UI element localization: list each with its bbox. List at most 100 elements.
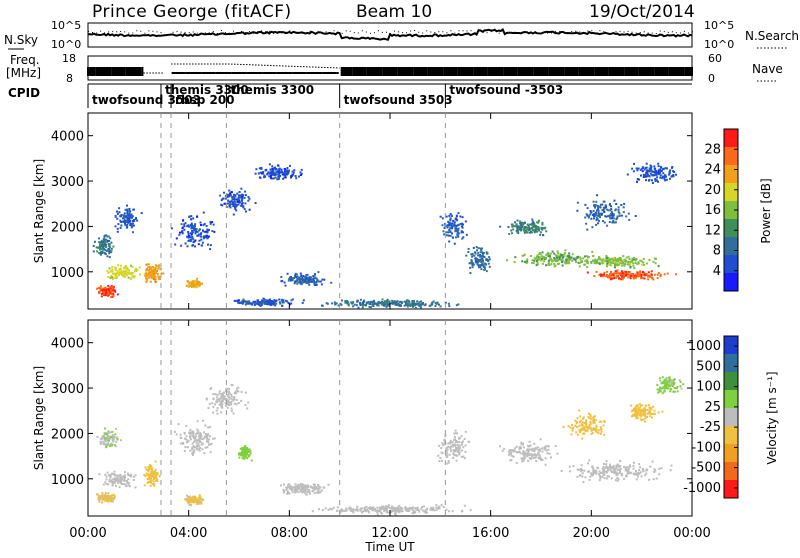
range-cell xyxy=(108,240,111,242)
range-cell xyxy=(512,225,515,228)
range-cell xyxy=(132,208,135,211)
range-cell xyxy=(118,474,121,477)
range-cell xyxy=(196,215,199,218)
range-cell xyxy=(340,303,343,306)
range-cell xyxy=(196,428,199,431)
range-cell xyxy=(291,486,294,489)
range-cell xyxy=(609,214,612,217)
range-cell xyxy=(153,472,156,475)
range-cell xyxy=(623,202,626,205)
range-cell xyxy=(607,276,609,279)
range-cell xyxy=(221,406,224,409)
range-cell xyxy=(409,303,412,306)
range-cell xyxy=(443,227,446,229)
range-cell xyxy=(615,464,618,467)
range-cell xyxy=(641,410,644,413)
range-cell xyxy=(247,196,250,198)
range-cell xyxy=(624,467,627,470)
range-cell xyxy=(282,173,285,176)
range-cell xyxy=(129,278,132,281)
range-cell xyxy=(656,277,659,280)
range-cell xyxy=(199,235,202,238)
range-cell xyxy=(635,470,637,472)
range-cell xyxy=(101,248,104,251)
range-cell xyxy=(587,426,590,429)
range-cell xyxy=(647,275,650,278)
range-cell xyxy=(605,205,607,208)
range-cell xyxy=(218,397,221,400)
range-cell xyxy=(201,448,204,451)
range-cell xyxy=(444,301,447,304)
range-cell xyxy=(469,509,472,512)
range-cell xyxy=(180,244,183,247)
range-cell xyxy=(391,299,394,302)
range-cell xyxy=(259,304,262,307)
range-cell xyxy=(198,229,201,232)
range-cell xyxy=(637,261,640,264)
range-cell xyxy=(147,466,150,468)
range-cell xyxy=(663,390,666,393)
range-cell xyxy=(272,172,275,175)
range-cell xyxy=(663,177,666,180)
range-cell xyxy=(569,470,572,473)
range-cell xyxy=(596,262,599,265)
range-cell xyxy=(534,226,537,229)
range-cell xyxy=(157,275,160,278)
range-cell xyxy=(180,223,183,226)
range-cell xyxy=(619,259,622,261)
range-cell xyxy=(116,270,119,273)
range-cell xyxy=(645,172,648,174)
range-cell xyxy=(471,262,474,265)
range-cell xyxy=(614,221,617,224)
range-cell xyxy=(350,301,353,304)
range-cell xyxy=(618,259,621,262)
range-cell xyxy=(453,438,456,441)
range-cell xyxy=(585,430,588,433)
range-cell xyxy=(655,179,658,182)
range-cell xyxy=(321,304,323,307)
range-cell xyxy=(182,442,185,445)
range-cell xyxy=(332,506,335,509)
range-cell xyxy=(448,222,451,224)
range-cell xyxy=(132,231,134,234)
range-cell xyxy=(241,195,244,198)
range-cell xyxy=(556,262,559,265)
range-cell xyxy=(386,301,389,304)
range-cell xyxy=(602,206,605,209)
range-cell xyxy=(121,475,124,478)
range-cell xyxy=(446,234,448,237)
range-cell xyxy=(237,301,240,304)
range-cell xyxy=(457,232,460,235)
range-cell xyxy=(512,449,514,452)
range-cell xyxy=(110,481,113,484)
range-cell xyxy=(414,307,417,309)
range-cell xyxy=(607,263,610,266)
range-cell xyxy=(203,437,206,440)
range-cell xyxy=(547,263,550,266)
range-cell xyxy=(426,508,429,511)
range-cell xyxy=(278,175,281,178)
range-cell xyxy=(260,304,263,307)
range-cell xyxy=(121,273,123,276)
range-cell xyxy=(609,469,612,471)
range-cell xyxy=(310,276,313,279)
range-cell xyxy=(544,257,547,260)
range-cell xyxy=(540,257,543,260)
range-cell xyxy=(588,478,591,481)
range-cell xyxy=(370,300,373,303)
range-cell xyxy=(302,275,305,278)
range-cell xyxy=(313,282,316,285)
range-cell xyxy=(220,400,223,402)
range-cell xyxy=(405,303,408,306)
range-cell xyxy=(664,382,667,385)
range-cell xyxy=(414,507,417,510)
range-cell xyxy=(153,266,156,269)
range-cell xyxy=(154,472,157,475)
range-cell xyxy=(508,449,511,452)
range-cell xyxy=(400,506,402,509)
range-cell xyxy=(188,500,191,503)
range-cell xyxy=(534,258,537,261)
range-cell xyxy=(114,474,117,477)
range-cell xyxy=(669,384,672,387)
range-cell xyxy=(656,171,658,174)
